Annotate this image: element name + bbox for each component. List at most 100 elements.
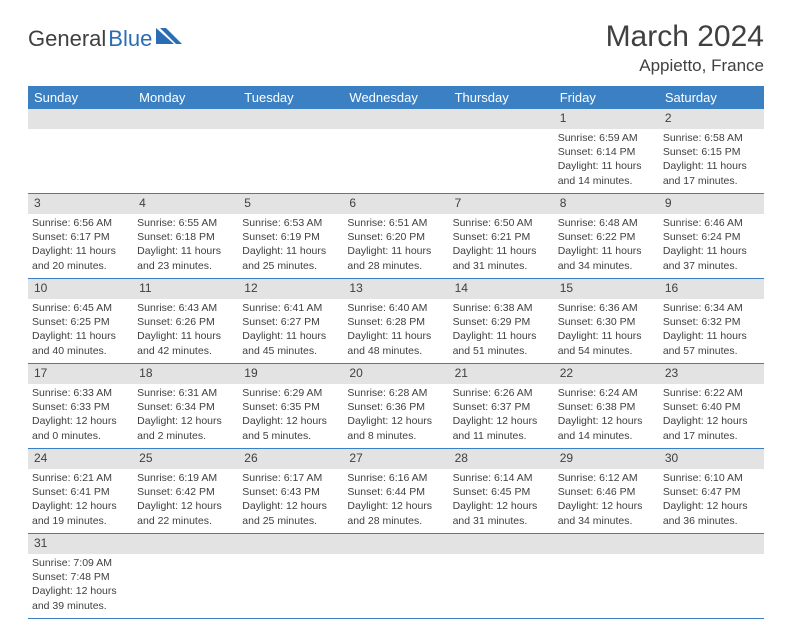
- daylight-text: and 17 minutes.: [663, 429, 760, 443]
- sunrise-text: Sunrise: 6:28 AM: [347, 386, 444, 400]
- daylight-text: and 39 minutes.: [32, 599, 129, 613]
- daylight-text: Daylight: 12 hours: [453, 499, 550, 513]
- sunrise-text: Sunrise: 6:34 AM: [663, 301, 760, 315]
- daylight-text: Daylight: 11 hours: [32, 329, 129, 343]
- day-number: 12: [238, 279, 343, 300]
- sunrise-text: Sunrise: 6:31 AM: [137, 386, 234, 400]
- sunset-text: Sunset: 6:14 PM: [558, 145, 655, 159]
- daynum-row: 24252627282930: [28, 449, 764, 470]
- sunrise-text: Sunrise: 6:50 AM: [453, 216, 550, 230]
- sunset-text: Sunset: 6:20 PM: [347, 230, 444, 244]
- daylight-text: Daylight: 11 hours: [137, 329, 234, 343]
- sunset-text: Sunset: 6:37 PM: [453, 400, 550, 414]
- day-number: 19: [238, 364, 343, 385]
- daylight-text: Daylight: 12 hours: [32, 499, 129, 513]
- day-number: 1: [554, 109, 659, 129]
- day-cell: [554, 554, 659, 619]
- day-cell: Sunrise: 6:53 AMSunset: 6:19 PMDaylight:…: [238, 214, 343, 279]
- month-title: March 2024: [606, 20, 764, 54]
- daylight-text: and 54 minutes.: [558, 344, 655, 358]
- day-number: [449, 109, 554, 129]
- day-number: [238, 534, 343, 555]
- day-number: 31: [28, 534, 133, 555]
- daylight-text: and 36 minutes.: [663, 514, 760, 528]
- weekday-header: Friday: [554, 86, 659, 109]
- day-cell: Sunrise: 6:12 AMSunset: 6:46 PMDaylight:…: [554, 469, 659, 534]
- day-number: 30: [659, 449, 764, 470]
- content-row: Sunrise: 6:33 AMSunset: 6:33 PMDaylight:…: [28, 384, 764, 449]
- daylight-text: and 42 minutes.: [137, 344, 234, 358]
- weekday-header: Wednesday: [343, 86, 448, 109]
- sunrise-text: Sunrise: 6:19 AM: [137, 471, 234, 485]
- day-number: [554, 534, 659, 555]
- day-cell: [659, 554, 764, 619]
- day-number: 23: [659, 364, 764, 385]
- sunset-text: Sunset: 6:27 PM: [242, 315, 339, 329]
- day-number: 7: [449, 194, 554, 215]
- daylight-text: and 5 minutes.: [242, 429, 339, 443]
- daylight-text: and 31 minutes.: [453, 259, 550, 273]
- daylight-text: Daylight: 12 hours: [558, 414, 655, 428]
- sunset-text: Sunset: 6:33 PM: [32, 400, 129, 414]
- daylight-text: Daylight: 11 hours: [347, 329, 444, 343]
- day-cell: [28, 129, 133, 194]
- sunset-text: Sunset: 6:43 PM: [242, 485, 339, 499]
- day-cell: Sunrise: 6:58 AMSunset: 6:15 PMDaylight:…: [659, 129, 764, 194]
- daynum-row: 12: [28, 109, 764, 129]
- daylight-text: and 2 minutes.: [137, 429, 234, 443]
- daylight-text: Daylight: 11 hours: [453, 244, 550, 258]
- daylight-text: and 17 minutes.: [663, 174, 760, 188]
- sunrise-text: Sunrise: 6:41 AM: [242, 301, 339, 315]
- day-number: 2: [659, 109, 764, 129]
- sunset-text: Sunset: 6:19 PM: [242, 230, 339, 244]
- sunrise-text: Sunrise: 6:55 AM: [137, 216, 234, 230]
- sunrise-text: Sunrise: 6:56 AM: [32, 216, 129, 230]
- weekday-header: Sunday: [28, 86, 133, 109]
- sunrise-text: Sunrise: 6:38 AM: [453, 301, 550, 315]
- day-cell: Sunrise: 6:46 AMSunset: 6:24 PMDaylight:…: [659, 214, 764, 279]
- logo: GeneralBlue: [28, 26, 182, 52]
- day-cell: [449, 129, 554, 194]
- day-number: 14: [449, 279, 554, 300]
- day-cell: [238, 129, 343, 194]
- daylight-text: and 37 minutes.: [663, 259, 760, 273]
- daylight-text: and 14 minutes.: [558, 174, 655, 188]
- day-cell: Sunrise: 6:22 AMSunset: 6:40 PMDaylight:…: [659, 384, 764, 449]
- day-cell: Sunrise: 6:21 AMSunset: 6:41 PMDaylight:…: [28, 469, 133, 534]
- weekday-header: Tuesday: [238, 86, 343, 109]
- day-number: 18: [133, 364, 238, 385]
- day-number: 29: [554, 449, 659, 470]
- day-number: [449, 534, 554, 555]
- day-cell: Sunrise: 6:29 AMSunset: 6:35 PMDaylight:…: [238, 384, 343, 449]
- day-cell: Sunrise: 6:24 AMSunset: 6:38 PMDaylight:…: [554, 384, 659, 449]
- content-row: Sunrise: 6:59 AMSunset: 6:14 PMDaylight:…: [28, 129, 764, 194]
- daylight-text: and 14 minutes.: [558, 429, 655, 443]
- daylight-text: and 20 minutes.: [32, 259, 129, 273]
- day-cell: Sunrise: 6:40 AMSunset: 6:28 PMDaylight:…: [343, 299, 448, 364]
- day-number: 11: [133, 279, 238, 300]
- daylight-text: Daylight: 11 hours: [32, 244, 129, 258]
- day-cell: Sunrise: 6:59 AMSunset: 6:14 PMDaylight:…: [554, 129, 659, 194]
- weekday-header: Monday: [133, 86, 238, 109]
- day-cell: Sunrise: 7:09 AMSunset: 7:48 PMDaylight:…: [28, 554, 133, 619]
- day-cell: Sunrise: 6:36 AMSunset: 6:30 PMDaylight:…: [554, 299, 659, 364]
- sunset-text: Sunset: 6:40 PM: [663, 400, 760, 414]
- daylight-text: Daylight: 11 hours: [558, 244, 655, 258]
- sunrise-text: Sunrise: 6:36 AM: [558, 301, 655, 315]
- daylight-text: Daylight: 11 hours: [347, 244, 444, 258]
- location: Appietto, France: [606, 56, 764, 76]
- weekday-header: Saturday: [659, 86, 764, 109]
- day-number: 21: [449, 364, 554, 385]
- day-cell: Sunrise: 6:34 AMSunset: 6:32 PMDaylight:…: [659, 299, 764, 364]
- sunrise-text: Sunrise: 6:59 AM: [558, 131, 655, 145]
- day-cell: Sunrise: 6:56 AMSunset: 6:17 PMDaylight:…: [28, 214, 133, 279]
- daylight-text: Daylight: 11 hours: [663, 329, 760, 343]
- daylight-text: Daylight: 11 hours: [453, 329, 550, 343]
- daylight-text: Daylight: 12 hours: [242, 414, 339, 428]
- daylight-text: Daylight: 12 hours: [32, 414, 129, 428]
- day-cell: [133, 129, 238, 194]
- sunset-text: Sunset: 6:24 PM: [663, 230, 760, 244]
- day-number: 25: [133, 449, 238, 470]
- day-cell: [449, 554, 554, 619]
- sunrise-text: Sunrise: 6:21 AM: [32, 471, 129, 485]
